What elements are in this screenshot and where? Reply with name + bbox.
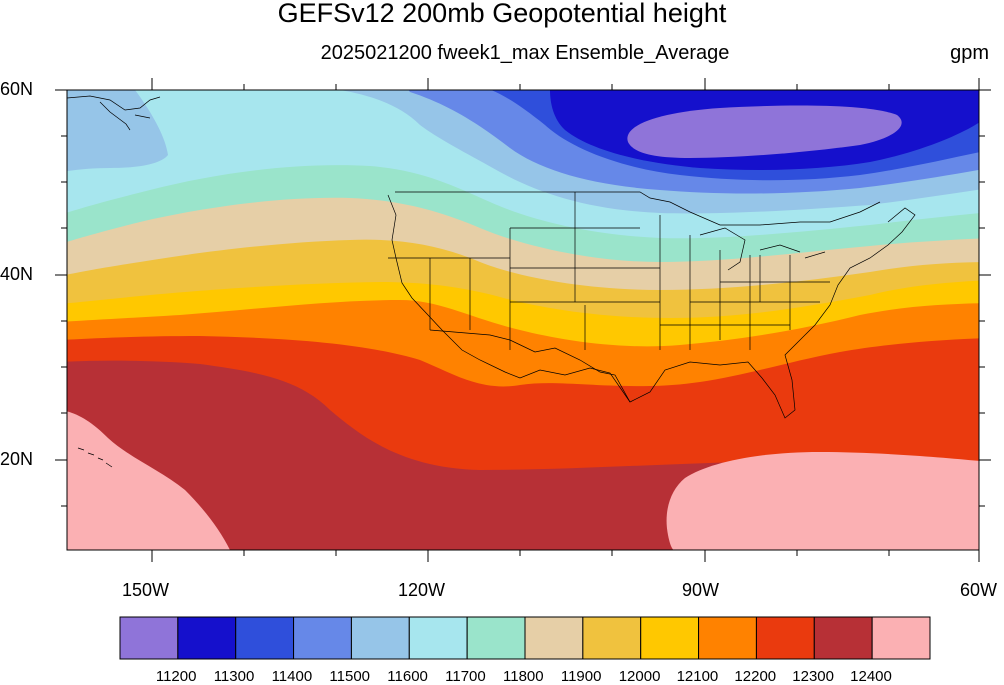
colorbar-tick-label: 12000 — [618, 668, 661, 685]
colorbar-tick-label: 11700 — [445, 668, 486, 685]
colorbar-swatch — [235, 616, 295, 660]
hawaii-islands — [77, 447, 113, 468]
colorbar-tick-label: 11500 — [329, 668, 371, 685]
state-lines — [388, 192, 830, 350]
units-label: gpm — [950, 42, 989, 64]
colorbar-tick-label: 11800 — [503, 668, 544, 685]
map-title: GEFSv12 200mb Geopotential height — [277, 0, 727, 28]
great-lakes — [699, 227, 826, 271]
plot-frame — [66, 89, 980, 551]
lat-label-40n: 40N — [0, 264, 34, 284]
north-america-outline — [67, 95, 916, 419]
colorbar-swatch — [293, 616, 352, 660]
colorbar-tick-label: 12200 — [734, 668, 777, 685]
colorbar-tick-label: 11200 — [155, 668, 197, 685]
colorbar-swatch — [350, 616, 410, 660]
colorbar-swatch — [119, 616, 179, 660]
us-border-north — [395, 191, 881, 226]
coastline-layer — [67, 95, 916, 468]
colorbar-swatch — [755, 616, 815, 660]
alaska-panhandle — [99, 101, 151, 131]
lat-label-20n: 20N — [0, 449, 34, 469]
colorbar-swatch — [408, 616, 468, 660]
map-subtitle: 2025021200 fweek1_max Ensemble_Average — [320, 42, 730, 64]
colorbar-swatch — [813, 616, 873, 660]
colorbar-swatch — [177, 616, 237, 660]
lon-label-150w: 150W — [122, 580, 170, 600]
lon-label-60w: 60W — [960, 580, 998, 600]
colorbar-swatch — [582, 616, 642, 660]
contour-fill-layer — [67, 90, 979, 550]
colorbar-tick-label: 12300 — [792, 668, 834, 685]
colorbar-tick-label: 11900 — [560, 668, 602, 685]
colorbar-swatch — [524, 616, 584, 660]
colorbar-swatch — [640, 616, 700, 660]
lon-label-90w: 90W — [682, 580, 720, 600]
colorbar-tick-label: 12400 — [850, 668, 892, 685]
colorbar-swatch — [698, 616, 757, 660]
band-above-12400-west — [67, 411, 230, 550]
colorbar-tick-label: 11300 — [213, 668, 255, 685]
colorbar-tick-label: 11400 — [271, 668, 313, 685]
tick-marks — [55, 78, 991, 562]
band-below-11200 — [627, 105, 902, 158]
colorbar-swatch — [871, 616, 931, 660]
colorbar-tick-label: 11600 — [387, 668, 428, 685]
band-above-12400-east — [666, 452, 979, 550]
band-11500-nw-patch — [67, 90, 168, 172]
colorbar-tick-label: 12100 — [676, 668, 719, 685]
us-border-south — [429, 329, 631, 403]
lat-label-60n: 60N — [0, 79, 34, 99]
colorbar-swatch — [466, 616, 526, 660]
lon-label-120w: 120W — [398, 580, 446, 600]
colorbar — [119, 616, 931, 660]
